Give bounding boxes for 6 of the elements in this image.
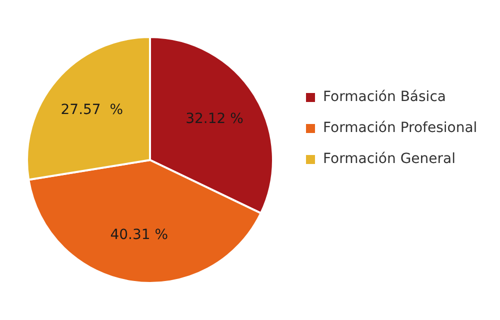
data-label: 32.12 % <box>186 111 244 128</box>
legend-label: Formación General <box>323 150 456 169</box>
legend-label: Formación Básica <box>323 88 446 107</box>
data-label: 40.31 % <box>110 227 168 244</box>
legend-label: Formación Profesional <box>323 119 478 138</box>
data-label: 27.57 % <box>60 102 124 118</box>
